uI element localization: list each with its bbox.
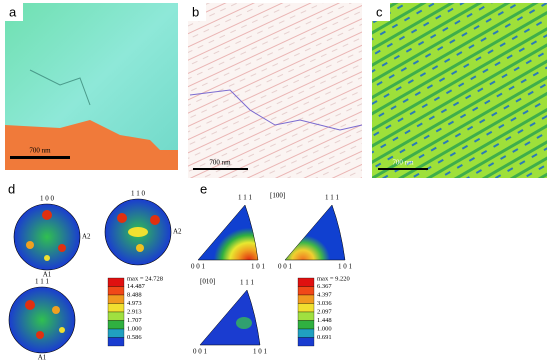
legend-label: 4.973 xyxy=(127,300,142,307)
legend-swatch xyxy=(297,311,315,321)
ipf-label: 1 1 1 xyxy=(238,194,253,202)
grain-boundary xyxy=(29,69,91,106)
axis-label: A1 xyxy=(38,354,47,362)
grain-boundary xyxy=(189,89,363,131)
pole-figure: 1 1 0 A2 xyxy=(104,190,182,266)
legend-label: 3.036 xyxy=(317,300,332,307)
legend-swatch xyxy=(107,337,125,347)
legend-swatch xyxy=(107,277,125,287)
legend-label: 1.000 xyxy=(127,325,142,332)
map-b xyxy=(188,3,362,178)
legend-swatch xyxy=(297,320,315,330)
panel-label: e xyxy=(200,181,207,196)
legend-swatch xyxy=(107,286,125,296)
ipf-triangle xyxy=(197,204,259,261)
legend-label: 4.397 xyxy=(317,291,332,298)
legend-label: 8.488 xyxy=(127,291,142,298)
direction: [010] xyxy=(200,278,215,286)
pf-title: 1 1 1 xyxy=(35,278,50,286)
pf-title: 1 1 0 xyxy=(131,190,146,198)
legend-label: 6.367 xyxy=(317,283,332,290)
axis-label: A2 xyxy=(173,228,182,236)
ipf-label: 1 1 1 xyxy=(240,279,255,287)
direction: [100] xyxy=(270,192,285,200)
legend-label: 1.707 xyxy=(127,317,142,324)
legend-swatch xyxy=(107,294,125,304)
legend-label: 0.586 xyxy=(127,334,142,341)
label-bg xyxy=(372,3,390,21)
ipf-label: 0 0 1 xyxy=(191,263,206,271)
ipf-label: 1 1 1 xyxy=(325,194,340,202)
panel-label: a xyxy=(9,4,17,19)
pole-figure: 1 0 0 A2 A1 xyxy=(13,195,91,279)
legend-swatch xyxy=(297,286,315,296)
axis-label: A2 xyxy=(82,233,91,241)
legend-swatch xyxy=(297,294,315,304)
ipf-blob xyxy=(236,317,252,329)
scale-label: 700 nm xyxy=(29,147,51,155)
scale-bar xyxy=(378,168,428,170)
legend-swatch xyxy=(107,328,125,338)
scale-bar xyxy=(193,168,248,170)
legend-label: 1.000 xyxy=(317,325,332,332)
scale-bar xyxy=(10,156,70,159)
legend-label: 2.097 xyxy=(317,308,332,315)
label-bg xyxy=(5,3,23,21)
legend-swatch xyxy=(107,320,125,330)
legend-label: max = 24.728 xyxy=(127,275,163,282)
legend-swatch xyxy=(297,303,315,313)
scale-label: 700 nm xyxy=(209,159,231,167)
legend-label: max = 9.220 xyxy=(317,275,350,282)
map-c xyxy=(372,3,547,178)
label-bg xyxy=(188,3,206,21)
ipf-triangle xyxy=(199,289,261,346)
panel-label: c xyxy=(376,4,383,19)
ipf-label: 0 0 1 xyxy=(193,348,208,356)
ipf-label: 1 0 1 xyxy=(251,263,266,271)
legend-swatch xyxy=(297,277,315,287)
legend-swatch xyxy=(107,311,125,321)
ipf-triangle xyxy=(284,204,346,261)
legend-label: 14.487 xyxy=(127,283,146,290)
pf-title: 1 0 0 xyxy=(40,195,55,203)
legend-label: 2.913 xyxy=(127,308,142,315)
ipf-triangles: 1 1 1 0 0 1 1 0 1 1 1 1 0 0 1 1 0 1 1 1 1 0 0 1… xyxy=(191,194,353,356)
pole-figure: 1 1 1 A1 xyxy=(8,278,76,362)
ipf-label: 1 0 1 xyxy=(338,263,353,271)
ipf-label: 1 0 1 xyxy=(253,348,268,356)
legend-swatch xyxy=(297,337,315,347)
panel-label: d xyxy=(8,181,15,196)
axis-label: A1 xyxy=(43,271,52,279)
legend-swatch xyxy=(297,328,315,338)
ipf-label: 0 0 1 xyxy=(278,263,293,271)
legend-label: 1.448 xyxy=(317,317,332,324)
legend-swatch xyxy=(107,303,125,313)
legend-label: 0.691 xyxy=(317,334,332,341)
panel-label: b xyxy=(192,4,199,19)
scale-label: 700 nm xyxy=(392,159,414,167)
